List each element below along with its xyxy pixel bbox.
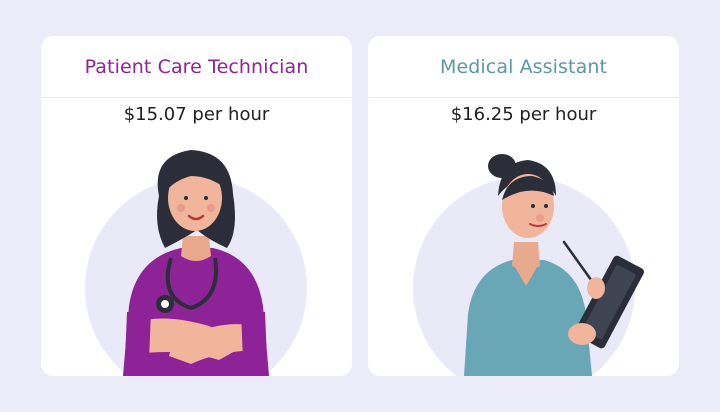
medical-assistant-card: Medical Assistant $16.25 per hour <box>368 36 679 376</box>
hourly-wage: $15.07 per hour <box>123 104 270 125</box>
medical-assistant-illustration <box>413 154 644 376</box>
patient-care-technician-card: Patient Care Technician $15.07 per hour <box>41 36 352 376</box>
card-title: Medical Assistant <box>368 36 679 98</box>
card-title: Patient Care Technician <box>41 36 352 98</box>
patient-care-technician-illustration <box>85 150 307 376</box>
hourly-wage: $16.25 per hour <box>450 104 597 125</box>
